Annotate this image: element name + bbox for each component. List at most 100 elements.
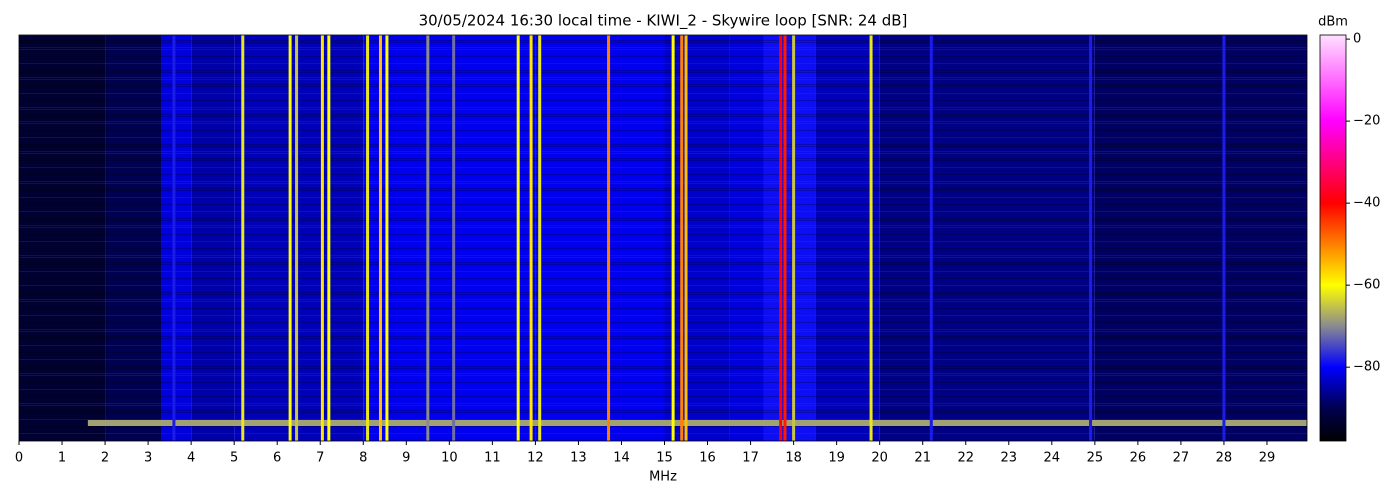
x-tick-label: 24 — [1044, 451, 1061, 466]
texture-line — [19, 315, 1307, 316]
plot-area — [19, 35, 1307, 441]
signal — [172, 35, 176, 441]
texture-line — [19, 84, 1307, 85]
texture-line — [19, 70, 1307, 71]
signal — [516, 35, 520, 441]
x-tick-label: 7 — [316, 451, 324, 466]
x-tick-label: 9 — [402, 451, 410, 466]
noise-floor — [535, 35, 665, 441]
x-tick-label: 2 — [101, 451, 109, 466]
texture-line — [19, 331, 1307, 332]
signal — [320, 35, 324, 441]
x-tick-label: 28 — [1216, 451, 1233, 466]
signal — [783, 35, 787, 441]
signal — [607, 35, 611, 441]
colorbar-tick-label: −20 — [1353, 114, 1380, 129]
texture-line — [19, 40, 1307, 41]
x-tick-label: 15 — [656, 451, 673, 466]
signal — [378, 35, 382, 441]
texture-line — [19, 47, 1307, 48]
texture-line — [19, 329, 1307, 330]
colorbar — [1319, 34, 1347, 442]
texture-line — [19, 410, 1307, 411]
texture-line — [19, 294, 1307, 295]
noise-floor — [815, 35, 880, 441]
texture-line — [19, 197, 1307, 198]
x-tick-label: 29 — [1259, 451, 1276, 466]
texture-line — [19, 227, 1307, 228]
x-tick-label: 8 — [359, 451, 367, 466]
texture-line — [19, 181, 1307, 182]
texture-line — [19, 389, 1307, 390]
texture-line — [19, 255, 1307, 256]
noise-floor — [105, 35, 162, 441]
texture-line — [19, 153, 1307, 154]
signal — [929, 35, 933, 441]
x-tick-label: 1 — [58, 451, 66, 466]
signal — [538, 35, 542, 441]
x-tick-label: 26 — [1130, 451, 1147, 466]
colorbar-tick-label: −80 — [1353, 360, 1380, 375]
texture-line — [19, 403, 1307, 404]
texture-line — [19, 211, 1307, 212]
texture-line — [19, 56, 1307, 57]
x-tick-label: 0 — [15, 451, 23, 466]
x-tick-label: 10 — [441, 451, 458, 466]
texture-line — [19, 79, 1307, 80]
signal — [671, 35, 675, 441]
texture-line — [19, 366, 1307, 367]
texture-line — [19, 137, 1307, 138]
signal — [1222, 35, 1226, 441]
signal — [792, 35, 796, 441]
signal — [869, 35, 873, 441]
texture-line — [19, 218, 1307, 219]
signal — [385, 35, 389, 441]
texture-line — [19, 262, 1307, 263]
texture-line — [19, 271, 1307, 272]
texture-line — [19, 241, 1307, 242]
texture-line — [19, 433, 1307, 434]
colorbar-tick-label: −40 — [1353, 196, 1380, 211]
texture-line — [19, 338, 1307, 339]
x-tick-label: 20 — [871, 451, 888, 466]
texture-line — [19, 368, 1307, 369]
texture-line — [19, 188, 1307, 189]
signal — [684, 35, 688, 441]
texture-line — [19, 77, 1307, 78]
texture-line — [19, 352, 1307, 353]
signal — [366, 35, 370, 441]
texture-line — [19, 419, 1307, 420]
texture-line — [19, 109, 1307, 110]
x-tick-label: 21 — [914, 451, 931, 466]
texture-line — [19, 35, 1307, 36]
texture-line — [19, 49, 1307, 50]
signal — [779, 35, 783, 441]
texture-line — [19, 225, 1307, 226]
texture-line — [19, 167, 1307, 168]
texture-line — [19, 204, 1307, 205]
signal — [288, 35, 292, 441]
x-tick-label: 12 — [527, 451, 544, 466]
texture-line — [19, 121, 1307, 122]
x-tick-label: 13 — [570, 451, 587, 466]
plot-frame — [18, 34, 1308, 442]
texture-line — [19, 257, 1307, 258]
texture-line — [19, 130, 1307, 131]
texture-line — [19, 93, 1307, 94]
x-tick-label: 11 — [484, 451, 501, 466]
noise-floor — [19, 35, 106, 441]
texture-line — [19, 158, 1307, 159]
texture-line — [19, 412, 1307, 413]
texture-line — [19, 234, 1307, 235]
noise-floor — [664, 35, 730, 441]
texture-line — [19, 336, 1307, 337]
texture-line — [19, 299, 1307, 300]
burst — [87, 420, 1307, 426]
texture-line — [19, 301, 1307, 302]
signal — [426, 35, 430, 441]
x-tick-label: 17 — [742, 451, 759, 466]
texture-line — [19, 405, 1307, 406]
texture-line — [19, 86, 1307, 87]
texture — [19, 35, 1307, 434]
